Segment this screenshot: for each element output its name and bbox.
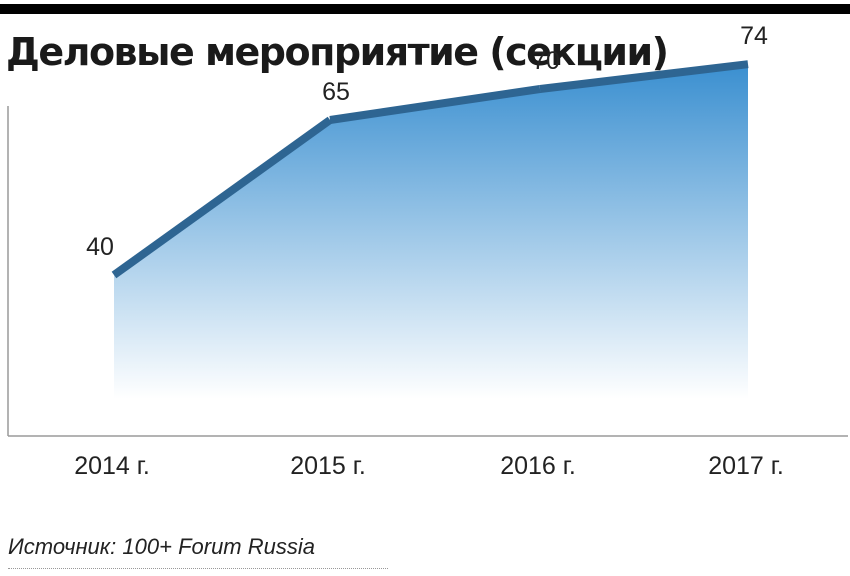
- series-line-segment: [329, 85, 541, 124]
- source-divider: [8, 568, 388, 569]
- area-fill: [114, 64, 748, 399]
- data-label: 40: [86, 233, 114, 261]
- x-tick-label: 2014 г.: [74, 452, 150, 480]
- series-line-segment: [539, 60, 749, 93]
- data-label: 65: [322, 78, 350, 106]
- source-note: Источник: 100+ Forum Russia: [8, 534, 315, 559]
- top-rule: [0, 4, 850, 14]
- x-tick-label: 2016 г.: [500, 452, 576, 480]
- x-tick-label: 2015 г.: [290, 452, 366, 480]
- chart-title: Деловые мероприятие (секции): [6, 30, 669, 74]
- data-label: 74: [740, 22, 768, 50]
- x-tick-label: 2017 г.: [708, 452, 784, 480]
- data-label: 70: [532, 47, 560, 75]
- series-line-segment: [111, 116, 333, 279]
